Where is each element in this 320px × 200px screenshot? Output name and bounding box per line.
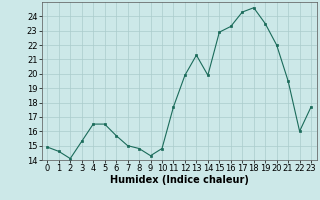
- X-axis label: Humidex (Indice chaleur): Humidex (Indice chaleur): [110, 175, 249, 185]
